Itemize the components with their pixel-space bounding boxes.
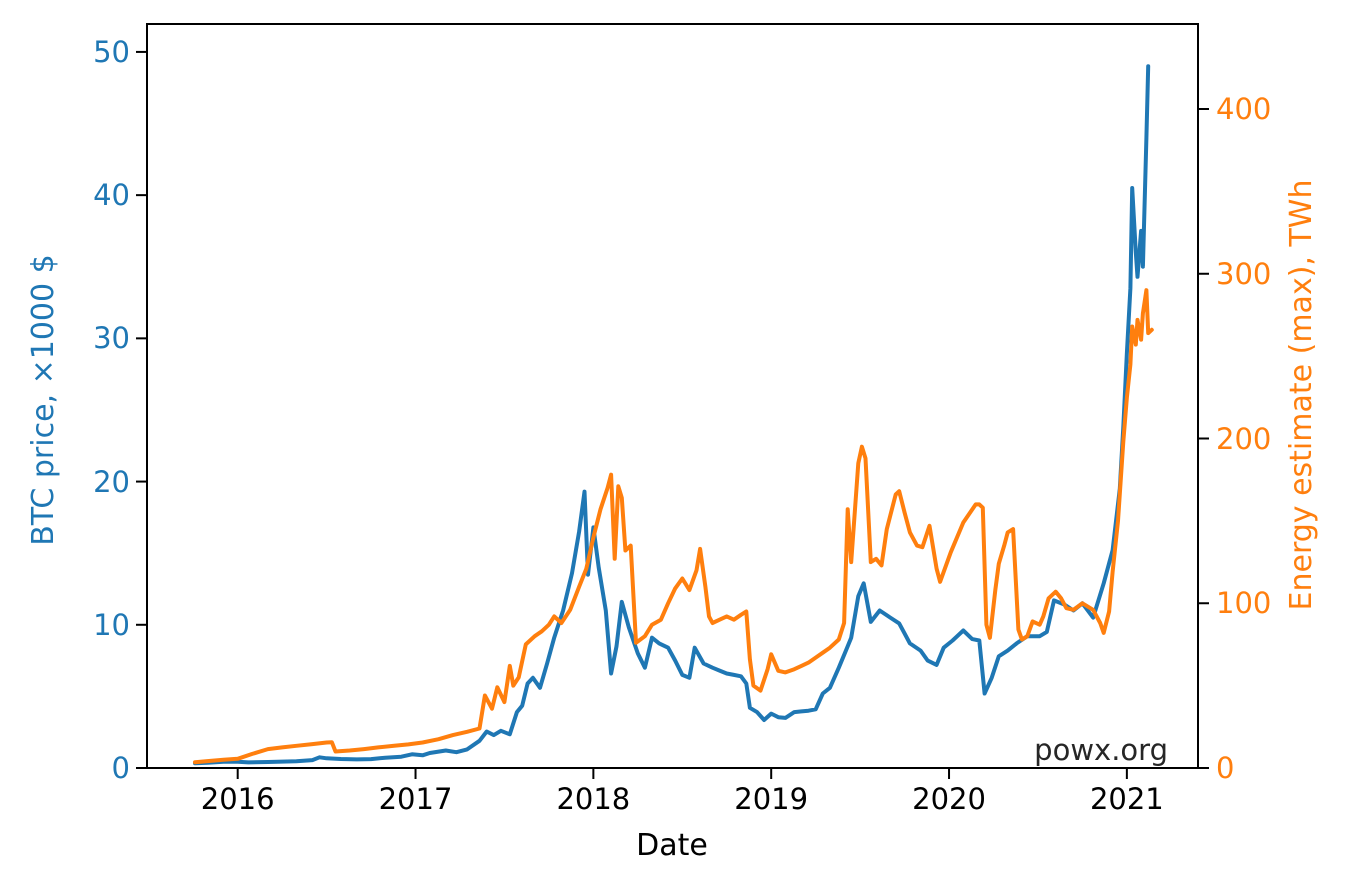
y-tick-label-right: 400 (1216, 92, 1272, 126)
y-tick-label-left: 40 (93, 178, 130, 213)
axis-tick-marks (136, 50, 1209, 779)
y-tick-label-right: 0 (1216, 751, 1235, 785)
y-tick-label-left: 10 (93, 607, 130, 642)
y-tick-label-right: 200 (1216, 421, 1272, 456)
x-tick-label: 2017 (378, 782, 453, 816)
x-tick-label: 2020 (912, 782, 986, 816)
plot-border (146, 23, 1199, 769)
x-axis-title: Date (636, 828, 708, 863)
y-tick-label-right: 100 (1216, 586, 1272, 621)
energy-estimate-line (193, 288, 1154, 765)
x-tick-label: 2016 (200, 782, 275, 816)
right-axis-title: Energy estimate (max), TWh (1284, 179, 1319, 611)
y-tick-label-right: 300 (1216, 256, 1272, 291)
x-tick-label: 2018 (556, 782, 631, 816)
y-tick-label-left: 0 (111, 751, 130, 785)
x-tick-label: 2019 (734, 782, 809, 816)
y-tick-label-left: 20 (93, 464, 130, 499)
y-tick-label-left: 50 (93, 34, 130, 69)
x-tick-label: 2021 (1089, 782, 1164, 816)
left-axis-title: BTC price, ×1000 $ (26, 254, 61, 546)
btc-price-line (193, 64, 1151, 766)
y-tick-label-left: 30 (93, 321, 130, 356)
watermark-text: powx.org (1034, 733, 1168, 767)
